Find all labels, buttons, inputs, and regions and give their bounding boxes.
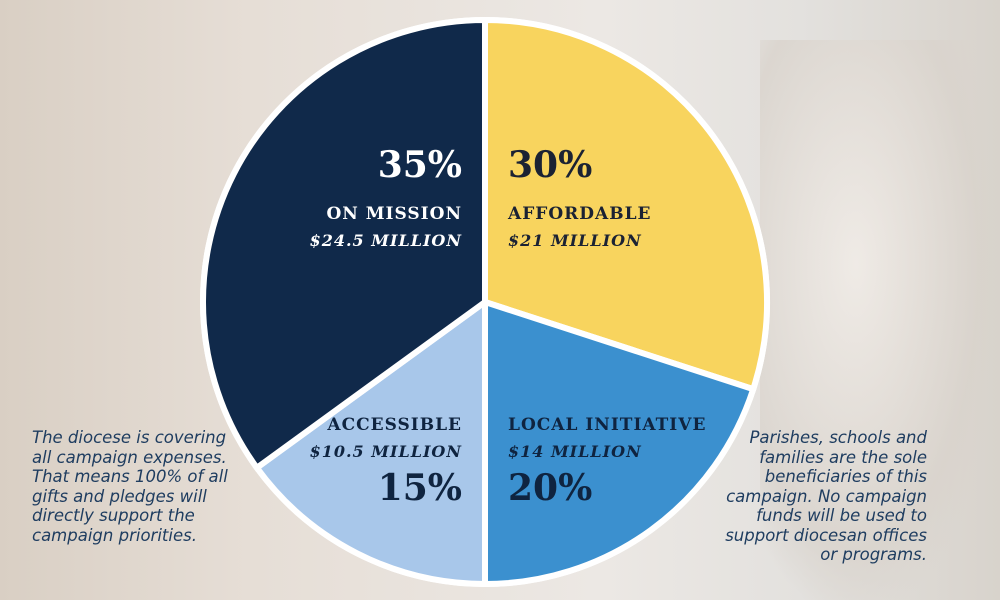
pie-slice [482,297,757,588]
left-note: The diocese is covering all campaign exp… [32,428,228,545]
right-note: Parishes, schools and families are the s… [725,428,927,564]
slice-amount: $14 MILLION [508,442,642,461]
slice-amount: $10.5 MILLION [310,442,463,461]
slice-percent: 35% [378,144,462,186]
slice-percent: 15% [378,467,462,509]
slice-label: ON MISSION [326,204,462,224]
slice-amount: $21 MILLION [508,231,642,250]
background-figure [760,40,1000,600]
slice-label: ACCESSIBLE [326,415,462,435]
pie-slice [200,16,488,472]
slice-label: AFFORDABLE [507,204,651,224]
slice-percent: 20% [508,467,592,509]
slice-label: LOCAL INITIATIVE [508,415,706,435]
pie-slice [252,296,488,588]
pie-slice [482,16,770,393]
slice-percent: 30% [508,144,592,186]
slice-amount: $24.5 MILLION [310,231,463,250]
